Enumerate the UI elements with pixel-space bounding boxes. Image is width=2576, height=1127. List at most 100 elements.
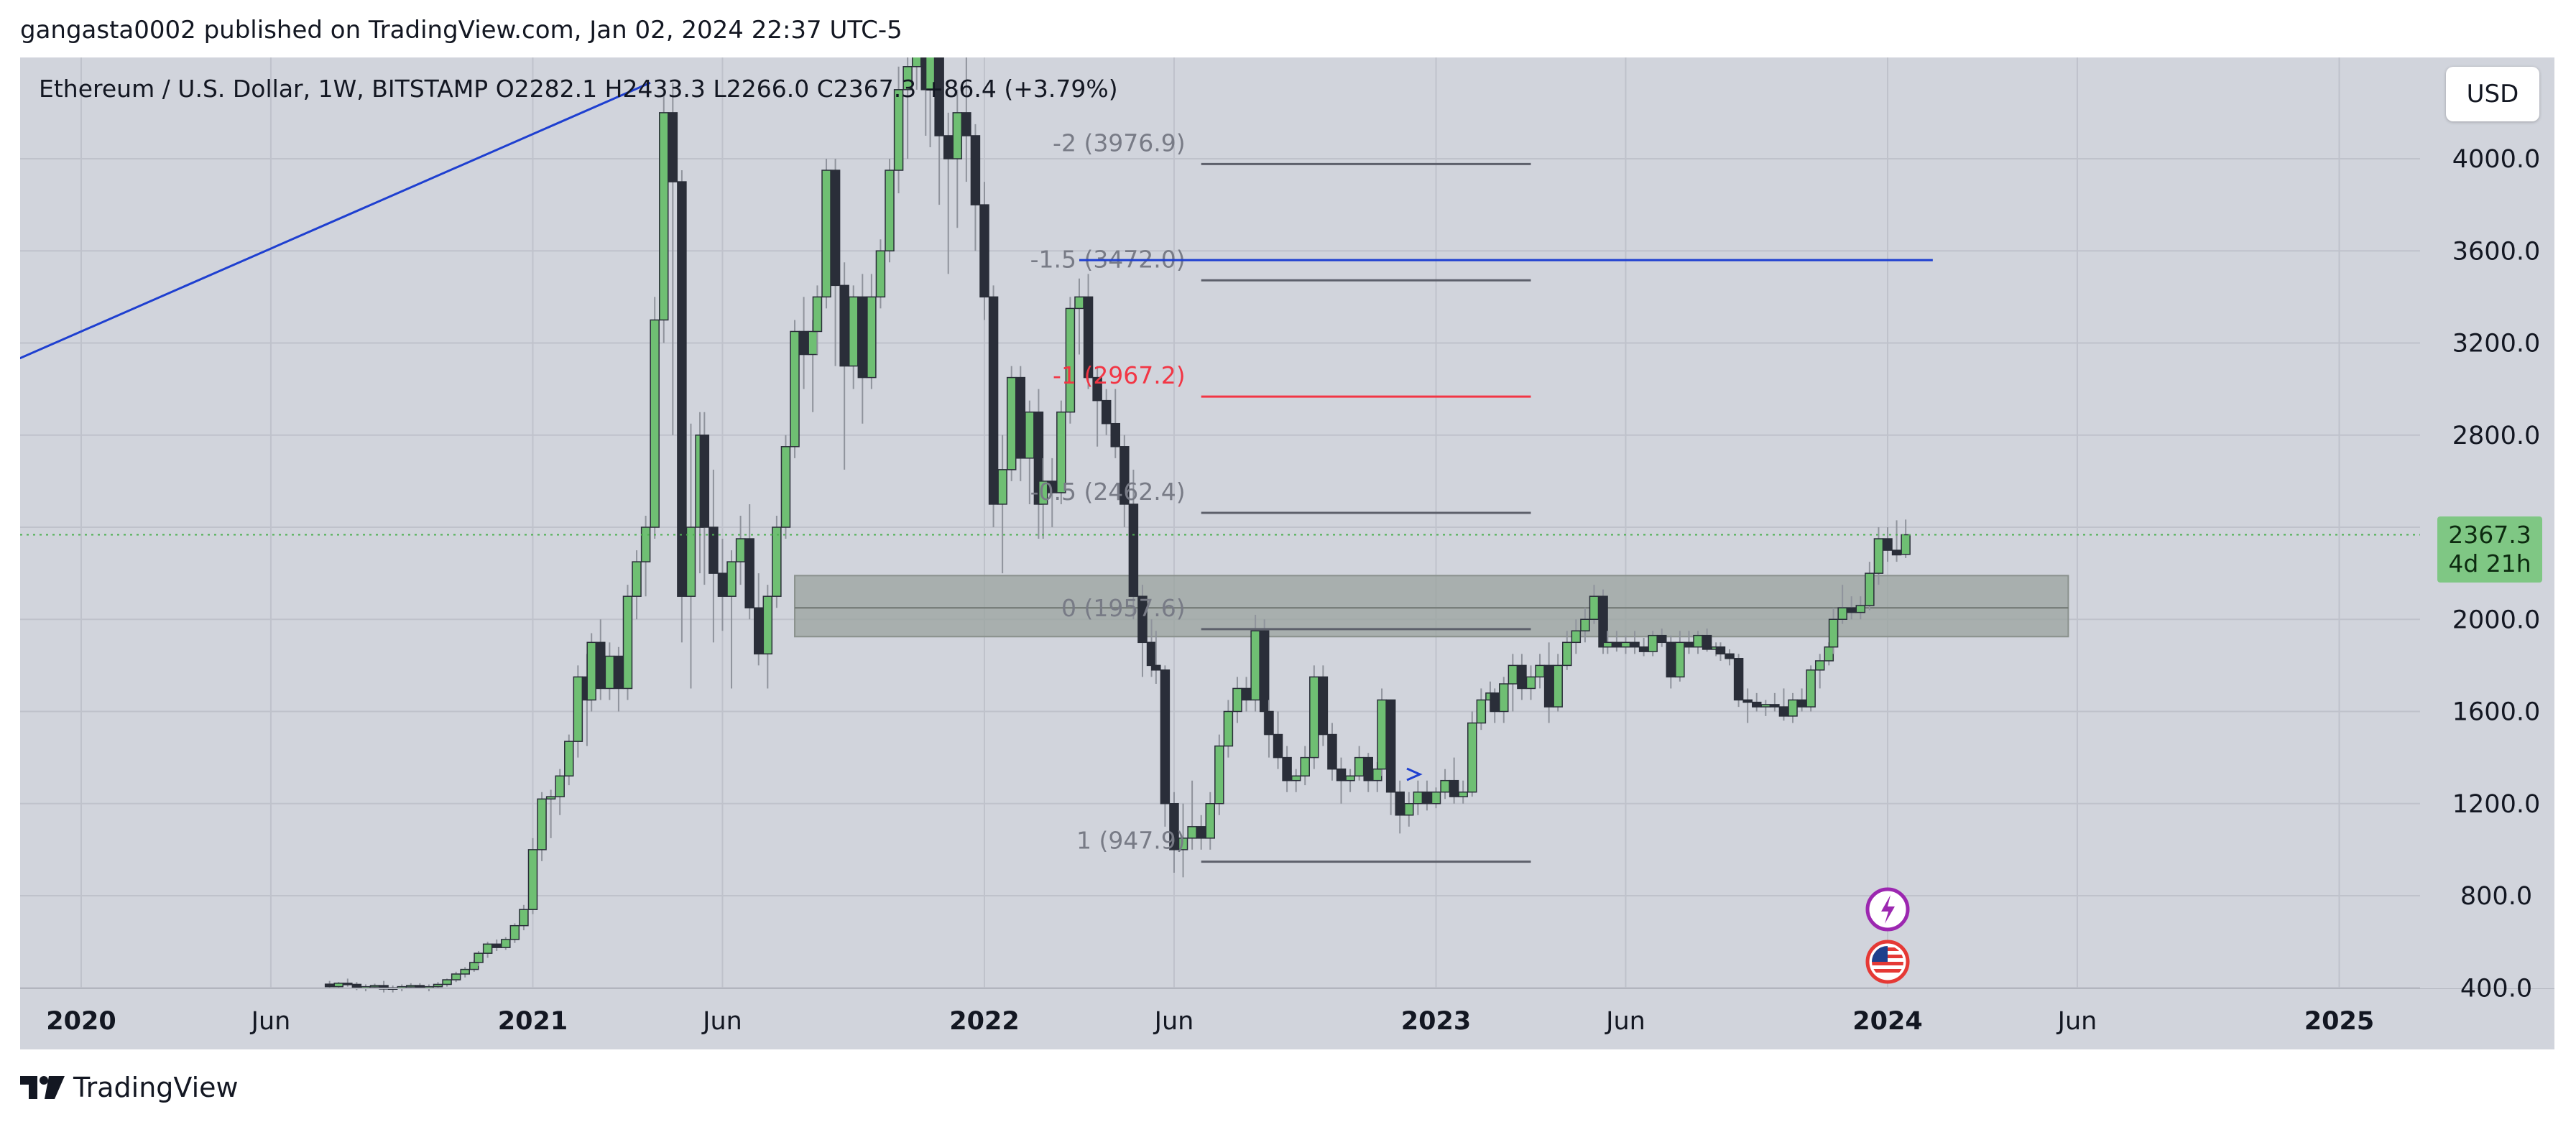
candle-up[interactable]	[369, 985, 380, 988]
candle-up[interactable]	[902, 66, 913, 91]
candle-up[interactable]	[474, 952, 484, 963]
candle-down[interactable]	[491, 943, 502, 948]
candle-up[interactable]	[1345, 775, 1355, 782]
candle-up[interactable]	[848, 296, 859, 367]
candle-down[interactable]	[754, 607, 764, 655]
candle-up[interactable]	[1354, 756, 1365, 777]
candle-down[interactable]	[668, 112, 678, 182]
candle-down[interactable]	[1282, 756, 1292, 782]
candle-down[interactable]	[324, 983, 335, 988]
candle-down[interactable]	[1598, 595, 1608, 648]
candle-down[interactable]	[943, 135, 954, 159]
candle-up[interactable]	[808, 330, 818, 356]
candle-down[interactable]	[1612, 641, 1622, 648]
candle-down[interactable]	[1733, 658, 1744, 701]
candle-down[interactable]	[1751, 701, 1762, 708]
candle-up[interactable]	[564, 741, 574, 777]
candle-down[interactable]	[1883, 538, 1893, 551]
candle-up[interactable]	[501, 939, 511, 948]
candle-down[interactable]	[1657, 634, 1667, 644]
candle-down[interactable]	[1666, 641, 1676, 678]
candle-down[interactable]	[798, 330, 809, 356]
candle-up[interactable]	[1223, 710, 1234, 747]
candle-up[interactable]	[1440, 779, 1450, 793]
candle-up[interactable]	[509, 924, 520, 940]
candle-up[interactable]	[1458, 791, 1468, 797]
candle-up[interactable]	[555, 775, 565, 797]
candle-up[interactable]	[997, 469, 1007, 505]
candle-down[interactable]	[1151, 664, 1161, 671]
candle-up[interactable]	[1499, 683, 1509, 713]
candle-down[interactable]	[830, 170, 841, 287]
candle-up[interactable]	[482, 943, 493, 954]
candle-down[interactable]	[1846, 607, 1857, 613]
us-flag-event-icon[interactable]	[1865, 940, 1910, 984]
candle-up[interactable]	[780, 446, 791, 528]
candle-up[interactable]	[469, 962, 479, 970]
candle-up[interactable]	[659, 112, 669, 321]
candle-down[interactable]	[1092, 376, 1102, 402]
candle-down[interactable]	[1770, 704, 1780, 708]
candle-down[interactable]	[1715, 646, 1726, 655]
candle-up[interactable]	[1476, 699, 1487, 724]
candle-up[interactable]	[604, 655, 615, 690]
candle-up[interactable]	[1250, 630, 1260, 701]
candle-down[interactable]	[1891, 549, 1902, 556]
candle-up[interactable]	[1377, 699, 1387, 770]
candle-up[interactable]	[1187, 826, 1197, 839]
candle-up[interactable]	[1788, 699, 1798, 717]
candle-up[interactable]	[1602, 641, 1613, 648]
candle-up[interactable]	[586, 641, 596, 701]
candle-up[interactable]	[460, 968, 470, 975]
candle-down[interactable]	[1264, 710, 1274, 736]
candle-up[interactable]	[1837, 607, 1847, 620]
candle-down[interactable]	[1796, 699, 1807, 708]
candle-up[interactable]	[1508, 664, 1518, 685]
candle-up[interactable]	[451, 973, 461, 980]
event-markers[interactable]	[1865, 887, 1910, 984]
candle-up[interactable]	[442, 979, 452, 985]
candle-down[interactable]	[677, 181, 687, 597]
symbol-legend[interactable]: Ethereum / U.S. Dollar, 1W, BITSTAMP O22…	[39, 75, 1118, 103]
candle-up[interactable]	[1675, 641, 1685, 678]
candle-up[interactable]	[1814, 660, 1825, 671]
candle-down[interactable]	[717, 572, 728, 597]
candle-down[interactable]	[1630, 641, 1640, 648]
candle-down[interactable]	[1363, 756, 1373, 782]
support-zone[interactable]	[794, 575, 2069, 638]
candle-down[interactable]	[1725, 653, 1735, 659]
candle-up[interactable]	[1824, 646, 1834, 662]
candle-up[interactable]	[622, 595, 633, 690]
candle-down[interactable]	[839, 284, 849, 367]
candle-up[interactable]	[1467, 722, 1477, 793]
candle-down[interactable]	[934, 57, 944, 136]
tradingview-brand[interactable]: TradingView	[20, 1072, 239, 1103]
candle-up[interactable]	[1693, 634, 1703, 648]
candle-up[interactable]	[952, 112, 963, 159]
candle-up[interactable]	[1065, 307, 1076, 413]
fibonacci-levels[interactable]: -2 (3976.9)-1.5 (3472.0)-1 (2967.2)-0.5 …	[1030, 129, 1531, 863]
candle-up[interactable]	[1214, 745, 1224, 804]
currency-button[interactable]: USD	[2446, 67, 2539, 121]
candle-down[interactable]	[1137, 595, 1148, 644]
candle-up[interactable]	[762, 595, 773, 655]
candle-down[interactable]	[1110, 422, 1121, 447]
candle-up[interactable]	[1828, 618, 1839, 648]
candle-up[interactable]	[893, 89, 904, 171]
candle-down[interactable]	[1422, 791, 1432, 804]
candle-up[interactable]	[1562, 641, 1572, 667]
candle-up[interactable]	[632, 561, 642, 597]
candle-down[interactable]	[343, 983, 353, 985]
candle-down[interactable]	[1449, 779, 1459, 797]
candles[interactable]	[324, 57, 1911, 993]
candle-up[interactable]	[1580, 618, 1590, 632]
candle-down[interactable]	[970, 135, 981, 205]
candle-up[interactable]	[772, 527, 782, 597]
candle-down[interactable]	[1160, 669, 1171, 804]
candle-up[interactable]	[1855, 605, 1866, 613]
candle-up[interactable]	[1232, 687, 1242, 713]
candle-down[interactable]	[1684, 641, 1694, 648]
candle-up[interactable]	[911, 57, 922, 68]
candle-down[interactable]	[1543, 664, 1554, 708]
candle-down[interactable]	[1778, 706, 1789, 717]
